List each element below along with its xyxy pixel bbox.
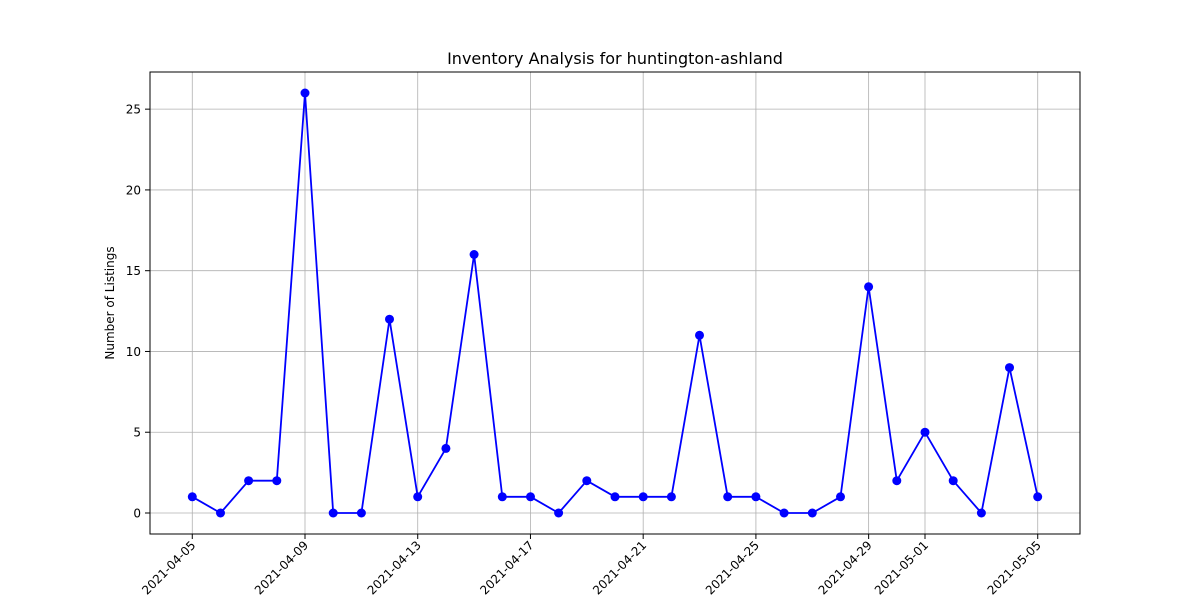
y-tick-label: 5 (133, 426, 141, 440)
data-point (948, 476, 958, 486)
chart-title: Inventory Analysis for huntington-ashlan… (447, 49, 783, 68)
data-point (1033, 492, 1043, 502)
data-point (469, 250, 479, 259)
y-axis-ticks: 0 5 10 15 20 25 (126, 103, 150, 521)
data-point (441, 443, 451, 453)
data-point (751, 492, 761, 502)
data-point (1005, 363, 1014, 373)
data-point (723, 492, 733, 502)
data-point-layer (187, 88, 1043, 518)
data-point (497, 492, 507, 502)
data-point (187, 492, 197, 502)
plot-area-frame (149, 71, 1081, 535)
y-tick-label: 15 (126, 264, 141, 278)
data-point (385, 314, 394, 324)
data-point (666, 492, 676, 502)
y-tick-label: 0 (133, 507, 141, 521)
data-point (695, 330, 704, 340)
data-point (836, 492, 845, 502)
data-point (807, 508, 817, 518)
y-axis-label: Number of Listings (103, 246, 117, 359)
data-point (554, 508, 564, 518)
data-point (356, 508, 366, 518)
data-point (300, 88, 310, 98)
data-point (779, 508, 789, 518)
data-point (610, 492, 620, 502)
data-point (892, 476, 902, 486)
data-point (526, 492, 535, 502)
data-point (976, 508, 986, 518)
grid-layer (150, 72, 1080, 534)
data-point (272, 476, 282, 486)
data-point (413, 492, 423, 502)
data-point (328, 508, 338, 518)
y-tick-label: 25 (126, 103, 141, 117)
y-tick-label: 10 (126, 345, 141, 359)
data-point (244, 476, 254, 486)
y-tick-label: 20 (126, 183, 141, 197)
data-point (638, 492, 648, 502)
data-point (216, 508, 225, 518)
data-point (864, 282, 874, 292)
data-point (582, 476, 592, 486)
data-point (920, 427, 930, 437)
